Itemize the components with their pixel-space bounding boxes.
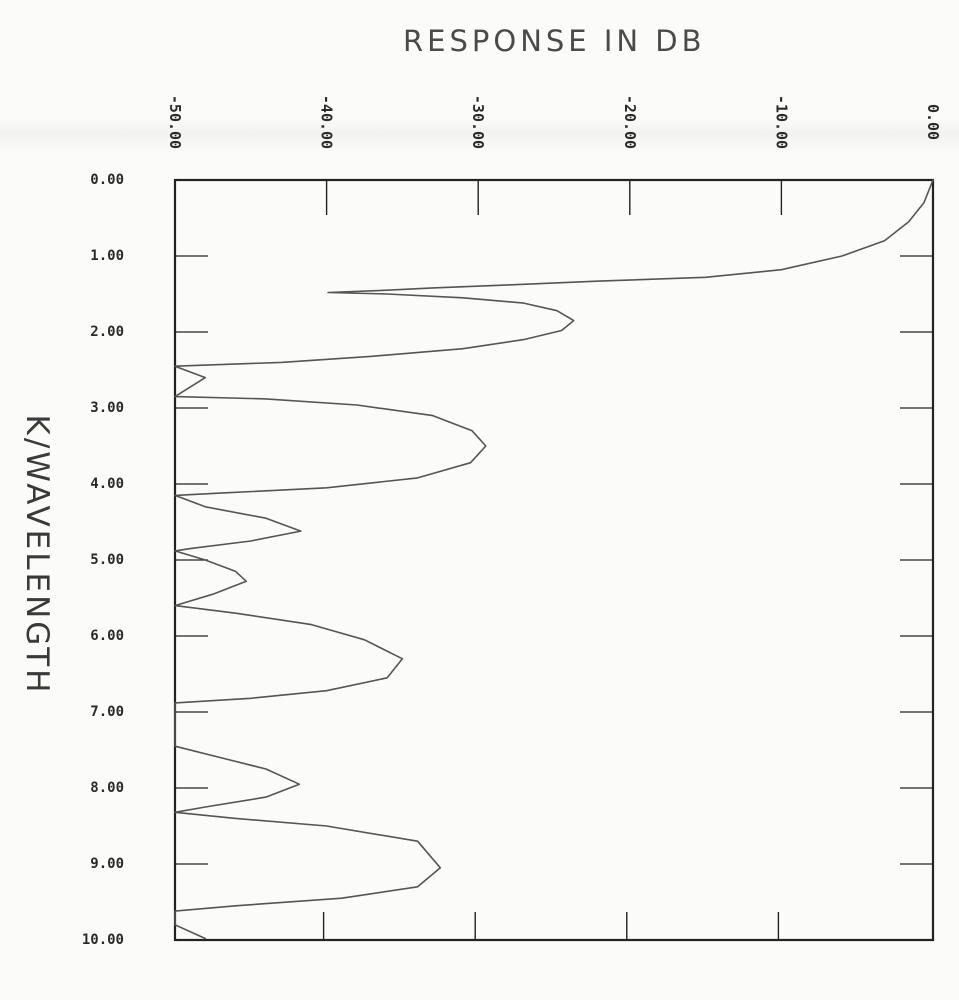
- y-tick-label: 0.00: [90, 172, 124, 188]
- x-tick-label: -40.00: [318, 95, 336, 149]
- plot-frame: [173, 178, 935, 942]
- y-tick-label: 1.00: [90, 248, 124, 264]
- response-curve: [174, 179, 934, 940]
- x-tick-label: 0.00: [924, 104, 942, 140]
- y-tick-label: 6.00: [90, 628, 124, 644]
- y-tick-label: 7.00: [90, 704, 124, 720]
- y-tick-label: 2.00: [90, 324, 124, 340]
- x-tick-label: -20.00: [621, 95, 639, 149]
- x-tick-label: -30.00: [469, 95, 487, 149]
- x-tick-label: -50.00: [166, 95, 184, 149]
- chart-title: RESPONSE IN DB: [403, 24, 706, 58]
- y-tick-label: 10.00: [82, 932, 124, 948]
- x-tick-label: -10.00: [772, 95, 790, 149]
- y-tick-label: 9.00: [90, 856, 124, 872]
- y-tick-label: 3.00: [90, 400, 124, 416]
- y-tick-label: 8.00: [90, 780, 124, 796]
- y-tick-label: 4.00: [90, 476, 124, 492]
- y-tick-label: 5.00: [90, 552, 124, 568]
- paper-fold: [0, 118, 959, 152]
